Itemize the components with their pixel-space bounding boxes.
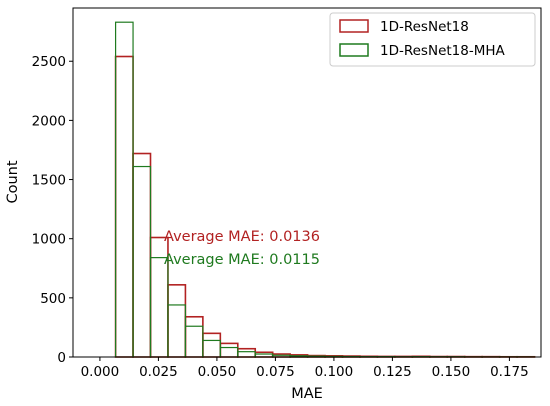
histogram-bar-resnet18-mha (219, 346, 239, 358)
legend: 1D-ResNet18 1D-ResNet18-MHA (329, 12, 536, 67)
x-tick-label: 0.025 (139, 364, 178, 380)
x-tick-label: 0.075 (256, 364, 295, 380)
legend-swatch-resnet18-mha (339, 43, 369, 57)
histogram-bar-resnet18 (219, 342, 239, 358)
histogram-bar-resnet18 (236, 347, 257, 358)
histogram-bar-resnet18 (114, 55, 134, 358)
legend-swatch-resnet18 (339, 19, 369, 33)
x-tick-label: 0.050 (198, 364, 237, 380)
annotation-resnet18-mha: Average MAE: 0.0115 (164, 252, 320, 268)
legend-label-resnet18-mha: 1D-ResNet18-MHA (380, 43, 506, 59)
histogram-bar-resnet18-mha (167, 304, 187, 358)
x-tick-label: 0.175 (490, 364, 529, 380)
y-axis-title: Count (5, 160, 21, 203)
x-tick-label: 0.125 (373, 364, 412, 380)
histogram-bar-resnet18-mha (132, 165, 152, 358)
histogram-bar-resnet18 (167, 284, 187, 358)
x-axis-title: MAE (291, 386, 323, 402)
histogram-bar-resnet18-mha (114, 21, 134, 358)
histogram-bar-resnet18 (184, 315, 204, 358)
ticks-layer: 0.000 0.025 0.050 0.075 0.100 0.125 0.150 0.175… (32, 54, 529, 380)
axes-layer (72, 7, 542, 358)
y-tick-label: 2500 (32, 54, 66, 70)
x-tick-label: 0.100 (315, 364, 354, 380)
histogram-bar-resnet18 (132, 152, 152, 358)
histogram-bar-resnet18-mha (149, 257, 169, 358)
histogram-bar-resnet18-mha (184, 325, 204, 358)
x-tick-label: 0.000 (81, 364, 120, 380)
histogram-bar-resnet18-mha (202, 339, 221, 358)
y-tick-label: 0 (57, 350, 66, 366)
y-tick-label: 1000 (32, 232, 66, 248)
y-tick-label: 500 (40, 291, 66, 307)
histogram-bar-resnet18 (202, 332, 222, 358)
y-tick-label: 1500 (32, 173, 66, 189)
annotation-resnet18: Average MAE: 0.0136 (164, 229, 320, 245)
x-tick-label: 0.150 (432, 364, 471, 380)
bars-layer (114, 21, 536, 358)
legend-box (329, 12, 536, 67)
legend-label-resnet18: 1D-ResNet18 (380, 19, 469, 35)
plot-frame (72, 7, 542, 358)
y-tick-label: 2000 (32, 113, 66, 129)
